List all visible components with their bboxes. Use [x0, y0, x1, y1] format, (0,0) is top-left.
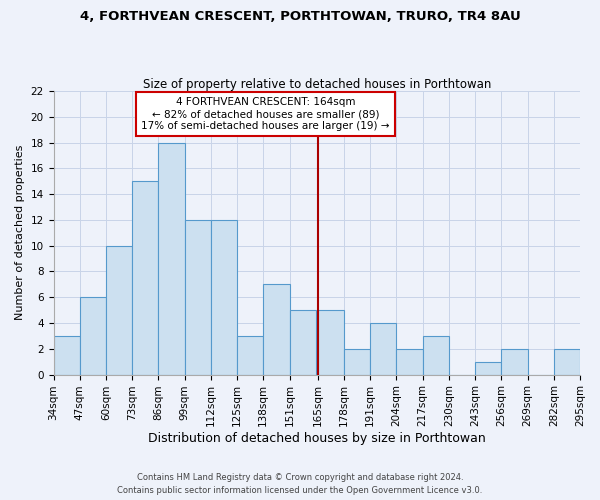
Bar — [211, 220, 237, 374]
Text: 4 FORTHVEAN CRESCENT: 164sqm
← 82% of detached houses are smaller (89)
17% of se: 4 FORTHVEAN CRESCENT: 164sqm ← 82% of de… — [141, 98, 389, 130]
Bar — [554, 349, 580, 374]
Bar — [475, 362, 502, 374]
Bar — [237, 336, 263, 374]
Bar — [53, 336, 80, 374]
Text: 4, FORTHVEAN CRESCENT, PORTHTOWAN, TRURO, TR4 8AU: 4, FORTHVEAN CRESCENT, PORTHTOWAN, TRURO… — [80, 10, 520, 23]
Bar — [263, 284, 290, 374]
Bar — [158, 142, 185, 374]
Bar — [106, 246, 132, 374]
Bar — [318, 310, 344, 374]
Y-axis label: Number of detached properties: Number of detached properties — [15, 145, 25, 320]
Bar — [290, 310, 316, 374]
Title: Size of property relative to detached houses in Porthtowan: Size of property relative to detached ho… — [143, 78, 491, 91]
Bar — [80, 298, 106, 374]
Text: Contains HM Land Registry data © Crown copyright and database right 2024.
Contai: Contains HM Land Registry data © Crown c… — [118, 474, 482, 495]
Bar — [397, 349, 422, 374]
Bar — [344, 349, 370, 374]
Bar — [370, 323, 397, 374]
Bar — [185, 220, 211, 374]
Bar — [132, 181, 158, 374]
Bar — [422, 336, 449, 374]
Bar — [502, 349, 527, 374]
X-axis label: Distribution of detached houses by size in Porthtowan: Distribution of detached houses by size … — [148, 432, 485, 445]
